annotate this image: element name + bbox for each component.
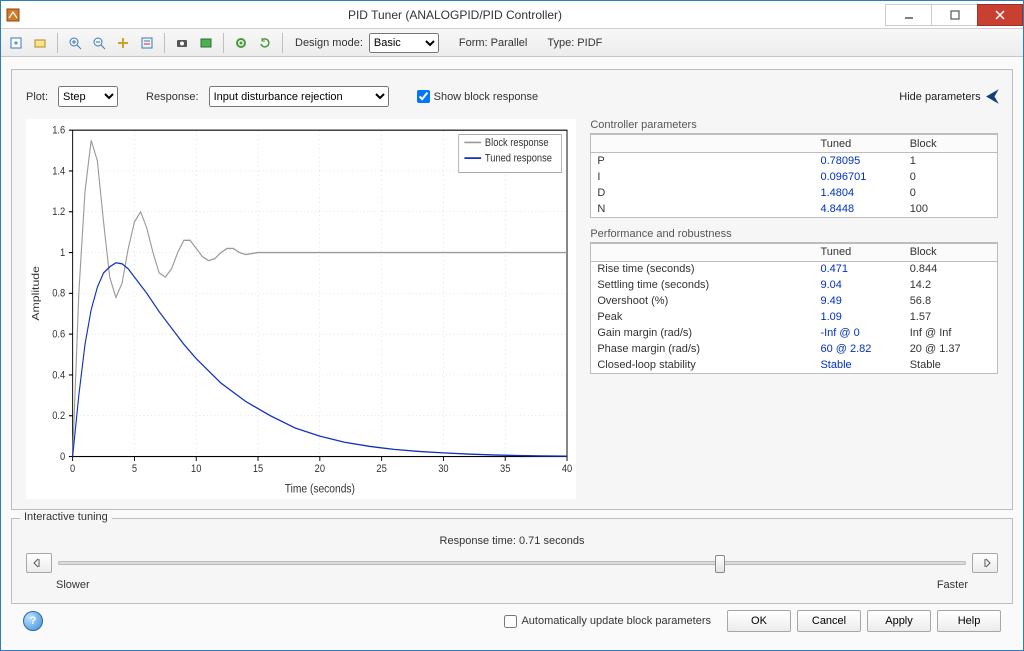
svg-text:25: 25 [376, 463, 387, 475]
hide-parameters-button[interactable]: Hide parameters ⮜ [899, 88, 998, 106]
svg-text:1.2: 1.2 [52, 206, 65, 218]
svg-text:Block response: Block response [485, 137, 549, 149]
svg-text:1.6: 1.6 [52, 125, 65, 137]
table-row: N4.8448100 [591, 201, 997, 217]
svg-text:10: 10 [191, 463, 202, 475]
interactive-tuning-panel: Interactive tuning Response time: 0.71 s… [11, 518, 1013, 604]
svg-text:0: 0 [60, 451, 65, 463]
help-button[interactable]: Help [937, 610, 1001, 632]
table-row: D1.48040 [591, 185, 997, 201]
new-icon[interactable] [5, 32, 27, 54]
svg-text:0.4: 0.4 [52, 370, 65, 382]
open-icon[interactable] [29, 32, 51, 54]
apply-button[interactable]: Apply [867, 610, 931, 632]
window: PID Tuner (ANALOGPID/PID Controller) [0, 0, 1024, 651]
maximize-button[interactable] [931, 4, 977, 26]
dialog-buttons-row: ? Automatically update block parameters … [11, 604, 1013, 642]
svg-text:Tuned response: Tuned response [485, 153, 552, 165]
plot-label: Plot: [26, 91, 48, 103]
response-label: Response: [146, 91, 199, 103]
auto-update-checkbox[interactable] [504, 615, 517, 628]
close-button[interactable] [977, 4, 1023, 26]
screenshot-icon[interactable] [195, 32, 217, 54]
app-icon [1, 8, 25, 22]
slider-thumb[interactable] [715, 555, 725, 573]
design-mode-label: Design mode: [295, 37, 363, 49]
svg-text:40: 40 [562, 463, 573, 475]
svg-text:20: 20 [315, 463, 326, 475]
help-icon[interactable]: ? [23, 611, 43, 631]
svg-text:0.6: 0.6 [52, 329, 65, 341]
reset-icon[interactable] [254, 32, 276, 54]
performance-title: Performance and robustness [590, 228, 998, 240]
window-title: PID Tuner (ANALOGPID/PID Controller) [25, 8, 885, 22]
controller-params-title: Controller parameters [590, 119, 998, 131]
show-block-response-checkbox[interactable] [417, 90, 430, 103]
response-time-label: Response time: 0.71 seconds [26, 535, 998, 547]
minimize-button[interactable] [885, 4, 931, 26]
table-row: Gain margin (rad/s)-Inf @ 0Inf @ Inf [591, 325, 997, 341]
svg-text:35: 35 [500, 463, 511, 475]
cancel-button[interactable]: Cancel [797, 610, 861, 632]
table-row: Closed-loop stabilityStableStable [591, 357, 997, 373]
pan-icon[interactable] [112, 32, 134, 54]
ok-button[interactable]: OK [727, 610, 791, 632]
toolbar: Design mode: Basic Form: Parallel Type: … [1, 29, 1023, 57]
response-time-slider[interactable] [58, 561, 966, 565]
svg-text:0.8: 0.8 [52, 288, 65, 300]
camera-icon[interactable] [171, 32, 193, 54]
svg-text:0: 0 [70, 463, 75, 475]
svg-text:30: 30 [438, 463, 449, 475]
svg-text:1: 1 [60, 247, 65, 259]
chart-area[interactable]: 0 5 10 15 20 25 30 35 40 0 0.2 0.4 0.6 0.8 1 1.2 1.4 1.6 T… [26, 119, 576, 499]
legend-icon[interactable] [136, 32, 158, 54]
table-row: Rise time (seconds)0.4710.844 [591, 261, 997, 277]
main-area: Plot: Step Response: Input disturbance r… [1, 57, 1023, 650]
svg-text:15: 15 [253, 463, 264, 475]
svg-text:1.4: 1.4 [52, 166, 65, 178]
settings-icon[interactable] [230, 32, 252, 54]
form-label: Form: Parallel [459, 37, 527, 49]
table-row: P0.780951 [591, 153, 997, 169]
table-row: Overshoot (%)9.4956.8 [591, 293, 997, 309]
interactive-tuning-label: Interactive tuning [20, 511, 112, 523]
slower-label: Slower [56, 579, 90, 591]
zoom-in-icon[interactable] [64, 32, 86, 54]
table-row: I0.0967010 [591, 169, 997, 185]
table-row: Phase margin (rad/s)60 @ 2.8220 @ 1.37 [591, 341, 997, 357]
svg-text:Amplitude: Amplitude [31, 266, 42, 321]
upper-panel: Plot: Step Response: Input disturbance r… [11, 69, 1013, 510]
design-mode-select[interactable]: Basic [369, 33, 439, 53]
show-block-response-label: Show block response [434, 91, 539, 103]
plot-select[interactable]: Step [58, 86, 118, 107]
titlebar: PID Tuner (ANALOGPID/PID Controller) [1, 1, 1023, 29]
table-row: Peak1.091.57 [591, 309, 997, 325]
response-select[interactable]: Input disturbance rejection [209, 86, 389, 107]
slower-step-button[interactable] [26, 553, 52, 573]
svg-text:0.2: 0.2 [52, 410, 65, 422]
collapse-arrow-icon: ⮜ [987, 88, 998, 106]
performance-panel: TunedBlockRise time (seconds)0.4710.844S… [590, 242, 998, 375]
type-label: Type: PIDF [547, 37, 602, 49]
svg-text:5: 5 [132, 463, 137, 475]
svg-text:Time (seconds): Time (seconds) [285, 483, 355, 496]
faster-label: Faster [937, 579, 968, 591]
controller-params-panel: TunedBlockP0.780951I0.0967010D1.48040N4.… [590, 133, 998, 218]
table-row: Settling time (seconds)9.0414.2 [591, 277, 997, 293]
auto-update-label: Automatically update block parameters [521, 615, 711, 627]
zoom-out-icon[interactable] [88, 32, 110, 54]
hide-parameters-label: Hide parameters [899, 91, 980, 103]
faster-step-button[interactable] [972, 553, 998, 573]
